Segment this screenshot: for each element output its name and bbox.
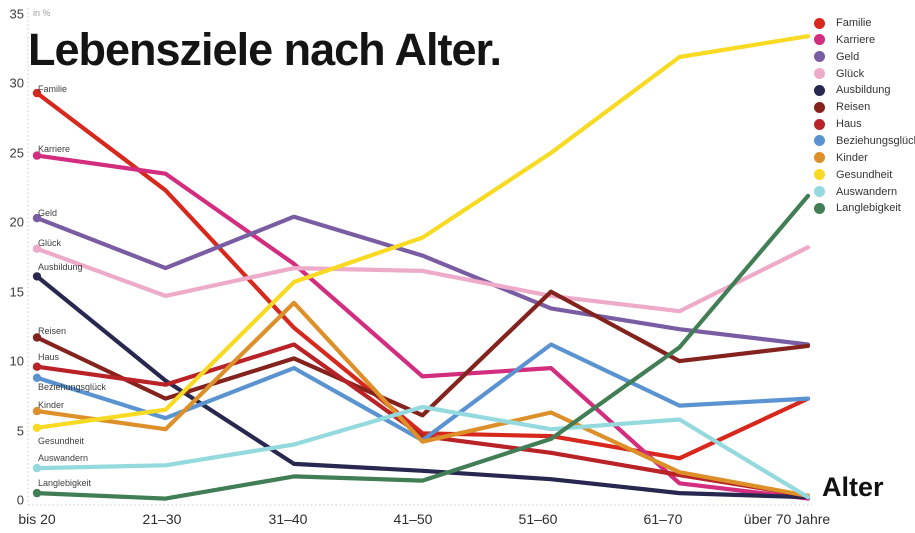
legend-label: Kinder: [836, 151, 868, 164]
legend-label: Langlebigkeit: [836, 202, 901, 215]
legend-dot-familie: [814, 17, 825, 29]
inline-label-haus: Haus: [38, 352, 60, 362]
series-line-gesundheit: [34, 34, 811, 430]
x-axis-label-: 31–40: [268, 511, 308, 527]
legend-item-langlebigkeit: Langlebigkeit: [814, 200, 901, 216]
legend-dot-karriere: [814, 34, 825, 46]
legend-dot-langlebigkeit: [814, 202, 825, 214]
x-axis-title: Alter: [822, 472, 884, 502]
legend-dot-haus: [814, 118, 825, 130]
y-tick-label: 25: [9, 145, 24, 161]
legend-label: Gesundheit: [836, 168, 893, 181]
legend-dot-gluck: [814, 68, 825, 80]
series-line-auswandern: [34, 404, 811, 500]
series-line-ausbildung: [34, 274, 811, 500]
legend-label: Ausbildung: [836, 84, 891, 97]
legend-dot-gesundheit: [814, 169, 825, 181]
y-tick-label: 30: [9, 75, 24, 91]
y-tick-label: 35: [9, 6, 24, 22]
series-line-reisen: [34, 289, 811, 418]
x-axis-label-: 51–60: [518, 511, 558, 527]
legend-item-gesundheit: Gesundheit: [814, 167, 892, 183]
inline-label-auswandern: Auswandern: [38, 453, 89, 463]
y-tick-label: 15: [9, 284, 24, 300]
legend-label: Familie: [836, 17, 872, 29]
page-title: Lebensziele nach Alter.: [28, 24, 502, 75]
legend-label: Glück: [836, 67, 865, 80]
y-tick-label: 10: [9, 353, 24, 369]
legend-dot-ausbildung: [814, 84, 825, 96]
legend-dot-auswandern: [814, 186, 825, 197]
series-line-gluck: [34, 245, 811, 314]
series-line-langlebigkeit: [34, 193, 811, 501]
x-axis-label-: 61–70: [643, 511, 683, 527]
series-line-karriere: [34, 153, 811, 501]
legend-item-haus: Haus: [814, 116, 862, 132]
inline-label-reisen: Reisen: [38, 326, 67, 336]
series-start-dot-beziehungsgluck: [32, 373, 42, 382]
inline-label-gluck: Glück: [38, 238, 62, 248]
legend-dot-reisen: [814, 101, 825, 113]
series-start-dot-gluck: [32, 244, 42, 253]
y-tick-label: 20: [9, 214, 24, 230]
x-axis-label-: 41–50: [393, 511, 433, 527]
series-start-dot-haus: [32, 362, 42, 371]
legend-item-beziehungsgluck: Beziehungsglück: [814, 133, 915, 149]
y-tick-label: 0: [16, 492, 24, 508]
series-start-dot-geld: [32, 213, 42, 223]
legend-dot-geld: [814, 51, 825, 63]
y-tick-label: 5: [16, 423, 24, 439]
legend-label: Reisen: [836, 101, 871, 114]
series-line-kinder: [34, 300, 811, 498]
legend-label: Auswandern: [836, 185, 898, 198]
legend-item-gluck: Glück: [814, 66, 864, 82]
x-axis-label-: 21–30: [142, 511, 182, 527]
legend-item-kinder: Kinder: [814, 150, 868, 166]
legend-label: Karriere: [836, 33, 876, 46]
inline-label-ausbildung: Ausbildung: [38, 262, 83, 272]
legend-item-auswandern: Auswandern: [814, 184, 897, 200]
series-line-haus: [34, 342, 811, 498]
series-start-dot-familie: [32, 88, 42, 98]
series-start-dot-kinder: [32, 406, 42, 416]
y-axis-unit-label: in %: [33, 8, 51, 18]
legend-item-reisen: Reisen: [814, 99, 870, 115]
legend-dot-beziehungsgluck: [814, 135, 825, 147]
inline-label-familie: Familie: [38, 84, 68, 94]
inline-label-beziehungsgluck: Beziehungsglück: [38, 382, 107, 392]
inline-label-gesundheit: Gesundheit: [38, 436, 85, 446]
series-start-dot-reisen: [32, 333, 42, 342]
series-line-geld: [34, 214, 811, 347]
legend-item-geld: Geld: [814, 49, 859, 65]
series-start-dot-ausbildung: [32, 272, 42, 281]
series-line-familie: [34, 90, 811, 461]
inline-label-geld: Geld: [38, 208, 58, 218]
series-start-dot-langlebigkeit: [32, 488, 42, 498]
x-axis-label-bis: bis 20: [18, 511, 56, 527]
inline-label-langlebigkeit: Langlebigkeit: [38, 478, 92, 488]
series-start-dot-auswandern: [32, 463, 42, 473]
legend-item-karriere: Karriere: [814, 32, 875, 48]
legend-label: Haus: [836, 118, 862, 131]
legend-item-ausbildung: Ausbildung: [814, 82, 890, 98]
series-start-dot-gesundheit: [32, 423, 42, 432]
inline-label-kinder: Kinder: [38, 400, 65, 410]
legend-item-familie: Familie: [814, 15, 871, 31]
x-axis-label-uberjahre: über 70 Jahre: [743, 511, 831, 527]
series-start-dot-karriere: [32, 151, 42, 160]
legend-dot-kinder: [814, 152, 825, 164]
legend-label: Geld: [836, 50, 860, 63]
inline-label-karriere: Karriere: [38, 144, 71, 154]
legend-label: Beziehungsglück: [836, 134, 915, 147]
